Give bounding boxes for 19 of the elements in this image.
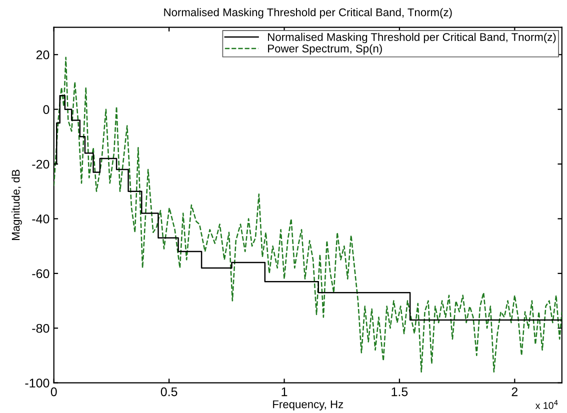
y-tick-label: -100 xyxy=(25,378,50,388)
text: x 10$^{4}$ xyxy=(535,400,558,409)
y-tick-label: 20 xyxy=(36,50,50,60)
chart-title: Normalised Masking Threshold per Critical Band, Tnorm(z) xyxy=(164,8,452,18)
x-tick-label: 1.5 xyxy=(392,387,408,396)
y-tick-label: -40 xyxy=(32,214,50,224)
x-tick-label: 0 xyxy=(50,387,57,396)
y-tick-label: -60 xyxy=(32,269,50,278)
x-axis-title: Frequency, Hz xyxy=(273,400,344,410)
y-tick-label: -80 xyxy=(32,324,50,333)
line-series xyxy=(54,56,562,373)
y-tick-label: -20 xyxy=(32,160,50,169)
y-axis-title: Magnitude, dB xyxy=(12,170,22,240)
legend-label: Power Spectrum, Sp(n) xyxy=(268,44,382,55)
x-tick-label: 0.5 xyxy=(160,387,178,396)
legend-label: Normalised Masking Threshold per Critical Band, Tnorm(z) xyxy=(268,32,556,44)
y-tick-label: 0 xyxy=(43,105,50,114)
x-tick-label: 2 xyxy=(512,387,518,396)
x-tick-label: 1 xyxy=(282,387,288,396)
